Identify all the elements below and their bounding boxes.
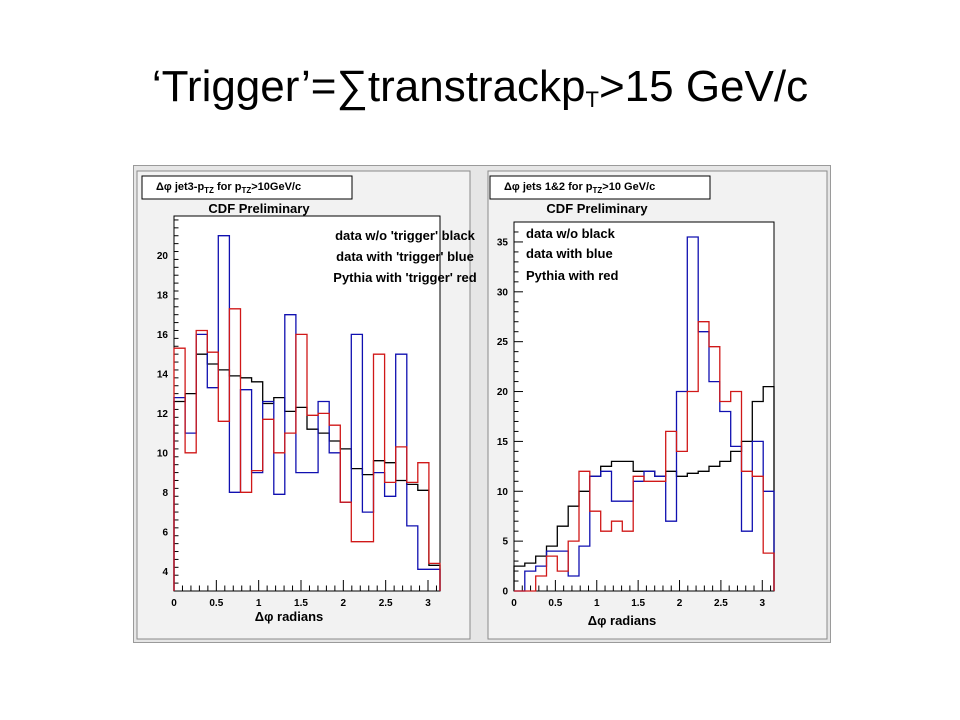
x-tick-label: 1 [256, 598, 262, 609]
x-tick-label: 0.5 [548, 598, 562, 609]
x-tick-label: 2 [341, 598, 347, 609]
y-tick-label: 10 [157, 448, 169, 459]
x-axis-label: Δφ radians [255, 609, 324, 624]
y-tick-label: 6 [162, 527, 168, 538]
y-tick-label: 8 [162, 488, 168, 499]
y-tick-label: 18 [157, 290, 169, 301]
x-tick-label: 1 [594, 598, 600, 609]
y-tick-label: 15 [497, 437, 509, 448]
panel-title: Δφ jet3-pTZ for pTZ>10GeV/c [156, 181, 301, 195]
x-tick-label: 1.5 [294, 598, 308, 609]
slide-title-prefix: ‘Trigger’=∑transtrackp [151, 62, 586, 111]
cdf-preliminary-label: CDF Preliminary [208, 201, 310, 216]
cdf-preliminary-label: CDF Preliminary [546, 201, 648, 216]
legend-entry: data w/o black [526, 226, 616, 241]
y-tick-label: 14 [157, 369, 169, 380]
panel-title-suffix: >10 GeV/c [602, 181, 655, 193]
y-tick-label: 4 [162, 567, 168, 578]
y-tick-label: 30 [497, 287, 509, 298]
x-tick-label: 0 [171, 598, 177, 609]
x-tick-label: 2.5 [714, 598, 728, 609]
y-tick-label: 20 [157, 251, 169, 262]
x-tick-label: 3 [425, 598, 431, 609]
title-box [489, 175, 711, 200]
title-box [141, 175, 353, 200]
y-tick-label: 12 [157, 409, 169, 420]
panel-title-prefix: Δφ jets 1&2 for p [504, 181, 593, 193]
panel-title-suffix: >10GeV/c [251, 181, 301, 193]
panel-title-prefix: Δφ jet3-p [156, 181, 204, 193]
y-tick-label: 35 [497, 237, 509, 248]
y-tick-label: 10 [497, 487, 509, 498]
x-tick-label: 2 [677, 598, 683, 609]
legend-entry: data w/o 'trigger' black [335, 228, 476, 243]
legend-entry: Pythia with red [526, 268, 619, 283]
x-tick-label: 3 [760, 598, 766, 609]
histogram-series-blue [514, 236, 775, 592]
y-tick-label: 20 [497, 387, 509, 398]
figure-frame: Δφ jet3-pTZ for pTZ>10GeV/c CDF Prelimina… [133, 165, 831, 643]
y-tick-label: 16 [157, 330, 169, 341]
legend-entry: data with 'trigger' blue [336, 249, 474, 264]
x-tick-label: 0.5 [209, 598, 223, 609]
panel-title-mid: for p [214, 181, 242, 193]
y-tick-label: 5 [502, 537, 508, 548]
legend-entry: Pythia with 'trigger' red [333, 270, 476, 285]
x-axis-label: Δφ radians [588, 613, 657, 628]
panel-title: Δφ jets 1&2 for pTZ>10 GeV/c [504, 181, 655, 195]
y-tick-label: 25 [497, 337, 509, 348]
histogram-series-red [514, 321, 775, 592]
slide-title-suffix: >15 GeV/c [598, 62, 809, 111]
x-tick-label: 1.5 [631, 598, 645, 609]
panel-title-subscript: TZ [593, 186, 603, 195]
right-histogram-panel: Δφ jets 1&2 for pTZ>10 GeV/c CDF Prelimin… [489, 175, 775, 628]
slide-title-subscript: T [585, 87, 599, 112]
legend-entry: data with blue [526, 246, 613, 261]
y-tick-label: 0 [502, 587, 508, 598]
histogram-series-red [173, 308, 441, 591]
x-tick-label: 2.5 [379, 598, 393, 609]
panel-title-subscript-2: TZ [241, 186, 251, 195]
slide-title: ‘Trigger’=∑transtrackpT>15 GeV/c [0, 62, 960, 113]
panel-title-subscript: TZ [204, 186, 214, 195]
x-tick-label: 0 [511, 598, 517, 609]
